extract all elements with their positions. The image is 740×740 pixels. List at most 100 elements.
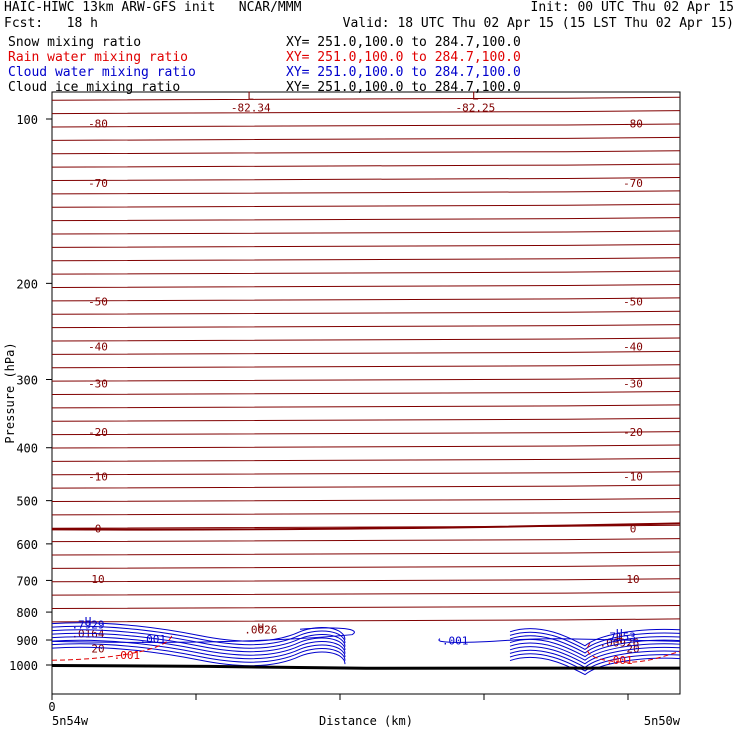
isotherm-34 (51, 551, 681, 556)
isotherm-21 (51, 377, 681, 382)
rain-contour-left (51, 634, 173, 661)
field-cloud-water-name: Cloud water mixing ratio (8, 65, 196, 80)
temp-label-left-9: 20 (91, 642, 104, 655)
y-tick-label-900: 900 (16, 634, 38, 648)
isotherm-28 (51, 471, 681, 476)
isotherm-25 (51, 431, 681, 436)
isotherm-16 (51, 310, 681, 316)
header-line1-left: HAIC-HIWC 13km ARW-GFS init NCAR/MMM (4, 0, 302, 15)
temp-label-right-7: 0 (630, 522, 637, 535)
temp-label-right-2: -50 (623, 296, 643, 309)
y-tick-label-400: 400 (16, 442, 38, 456)
x-axis-label: Distance (km) (319, 714, 413, 728)
isotherm-17 (51, 324, 681, 329)
isotherm-29 (51, 484, 681, 489)
y-tick-label-1000: 1000 (9, 659, 38, 673)
isotherm-7 (51, 190, 681, 195)
isotherm-15 (51, 297, 681, 302)
x-endpoint-left: 5n54w (52, 714, 89, 728)
temp-label-left-8: 10 (91, 573, 104, 586)
isotherm-1 (51, 110, 681, 115)
cloud-contour-right-1 (509, 631, 681, 650)
isotherm-24 (51, 417, 681, 423)
temp-label-left-3: -40 (88, 340, 108, 353)
isotherm-39 (51, 618, 681, 623)
cloud-h-left: H (85, 615, 92, 628)
cloud-contour-right-7 (509, 653, 681, 672)
header-line2-right: Valid: 18 UTC Thu 02 Apr 15 (15 LST Thu … (342, 16, 734, 31)
terrain-line (51, 663, 680, 670)
isotherm-14 (51, 284, 681, 289)
field-rain-xy: XY= 251.0,100.0 to 284.7,100.0 (286, 50, 521, 65)
isotherm-27 (51, 457, 681, 463)
field-rain-name: Rain water mixing ratio (8, 50, 189, 65)
plot-frame (51, 91, 681, 695)
isotherm-2 (51, 123, 681, 128)
isotherm-9 (51, 217, 681, 222)
cloud-contour-left-3 (51, 632, 346, 653)
x-endpoint-right: 5n50w (644, 714, 681, 728)
cloud-contour-left-6 (51, 643, 346, 663)
rain-label-left: .001 (114, 649, 141, 662)
temp-label-right-4: -30 (623, 377, 643, 390)
extreme-value-2: .7929 (71, 619, 104, 632)
temp-label-right-5: -20 (623, 426, 643, 439)
rain-h-right: H (616, 633, 623, 646)
cloud-contour-left-4 (51, 636, 346, 656)
cloud-contour-left-2 (51, 629, 346, 649)
isotherm-4 (51, 150, 681, 155)
extreme-value-4: .0026 (244, 623, 277, 636)
cloud-contour-right-4 (509, 642, 681, 661)
rain-contour-right (587, 642, 681, 663)
isotherm-0 (51, 96, 681, 101)
cloud-label-right: .001 (442, 635, 469, 648)
temp-label-left-0: -80 (88, 118, 108, 131)
header-line2-left: Fcst: 18 h (4, 16, 98, 31)
isotherm-19 (51, 350, 681, 356)
isotherm-5 (51, 163, 681, 168)
isotherm-22 (51, 391, 681, 396)
y-axis-label: Pressure (hPa) (3, 342, 17, 443)
y-tick-label-500: 500 (16, 495, 38, 509)
cloud-contour-right-8 (509, 656, 681, 676)
extreme-kind-0: L (247, 89, 254, 102)
isotherm-37 (51, 591, 681, 596)
temp-label-right-1: -70 (623, 177, 643, 190)
cloud-label-left: .001 (140, 633, 167, 646)
temp-label-left-4: -30 (88, 377, 108, 390)
isotherm-33 (51, 538, 681, 543)
temp-label-left-1: -70 (88, 177, 108, 190)
cloud-contour-right-5 (509, 646, 681, 665)
cloud-contour-right-outer (438, 638, 681, 643)
isotherm-12 (51, 257, 681, 262)
y-tick-label-300: 300 (16, 374, 38, 388)
temp-label-left-6: -10 (88, 471, 108, 484)
x-tick-label-0: 0 (48, 700, 55, 714)
cloud-contour-left-1 (51, 625, 346, 646)
field-cloud-ice-name: Cloud ice mixing ratio (8, 80, 181, 95)
temp-label-left-7: 0 (95, 522, 102, 535)
y-tick-label-600: 600 (16, 538, 38, 552)
isotherm-13 (51, 270, 681, 275)
y-tick-label-700: 700 (16, 574, 38, 588)
isotherm-zero (51, 522, 681, 531)
isotherm-23 (51, 404, 681, 409)
y-tick-label-200: 200 (16, 277, 38, 291)
isotherm-3 (51, 136, 681, 142)
temp-label-right-0: -80 (623, 118, 643, 131)
isotherm-11 (51, 243, 681, 249)
temp-label-right-3: -40 (623, 340, 643, 353)
isotherm-8 (51, 203, 681, 209)
isotherm-30 (51, 498, 681, 503)
isotherm-38 (51, 605, 681, 610)
extreme-kind-1: L (472, 89, 479, 102)
isotherm-35 (51, 564, 681, 570)
temp-label-left-5: -20 (88, 426, 108, 439)
field-snow-xy: XY= 251.0,100.0 to 284.7,100.0 (286, 35, 521, 50)
isotherm-31 (51, 511, 681, 516)
y-tick-label-800: 800 (16, 606, 38, 620)
temp-label-left-2: -50 (88, 296, 108, 309)
temp-label-right-8: 10 (626, 573, 639, 586)
isotherm-18 (51, 337, 681, 342)
